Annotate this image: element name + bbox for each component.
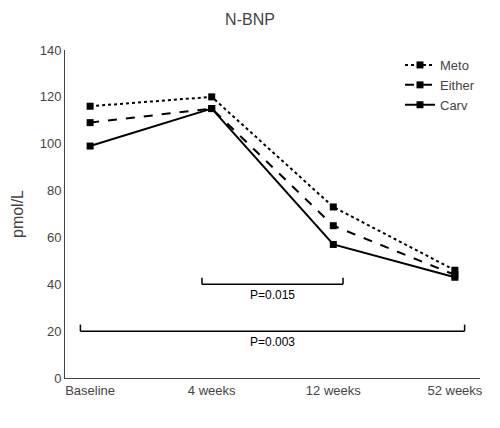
svg-text:Meto: Meto bbox=[440, 58, 469, 73]
svg-text:40: 40 bbox=[47, 277, 61, 292]
svg-text:60: 60 bbox=[47, 230, 61, 245]
svg-text:P=0.003: P=0.003 bbox=[250, 335, 295, 349]
svg-text:52 weeks: 52 weeks bbox=[427, 383, 482, 398]
svg-text:20: 20 bbox=[47, 324, 61, 339]
svg-text:100: 100 bbox=[40, 136, 62, 151]
svg-text:120: 120 bbox=[40, 89, 62, 104]
svg-text:N-BNP: N-BNP bbox=[225, 11, 275, 28]
svg-text:Carv: Carv bbox=[440, 98, 468, 113]
svg-text:P=0.015: P=0.015 bbox=[250, 288, 295, 302]
svg-text:12 weeks: 12 weeks bbox=[306, 383, 361, 398]
svg-text:Either: Either bbox=[440, 78, 475, 93]
svg-text:80: 80 bbox=[47, 183, 61, 198]
svg-text:140: 140 bbox=[40, 43, 62, 58]
svg-text:0: 0 bbox=[54, 371, 61, 386]
svg-text:4 weeks: 4 weeks bbox=[188, 383, 236, 398]
svg-text:pmol/L: pmol/L bbox=[9, 190, 26, 238]
svg-text:Baseline: Baseline bbox=[65, 383, 115, 398]
